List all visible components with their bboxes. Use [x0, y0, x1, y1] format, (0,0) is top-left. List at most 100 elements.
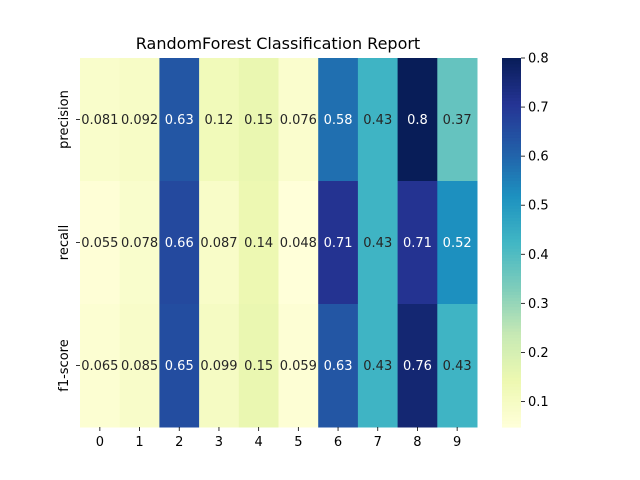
colorbar-tick-label: 0.8	[528, 52, 549, 67]
colorbar-segment	[502, 97, 521, 102]
cell-value-label: 0.15	[244, 113, 273, 128]
heatmap-cell-precision-1	[119, 58, 160, 182]
colorbar-segment	[502, 184, 521, 188]
colorbar-segment	[502, 58, 521, 62]
x-tick-label: 6	[334, 435, 342, 450]
cell-value-label: 0.087	[200, 236, 237, 251]
x-tick-label: 9	[453, 435, 461, 450]
colorbar-segment	[502, 91, 521, 96]
cell-value-label: 0.059	[280, 359, 317, 374]
colorbar-segment	[502, 260, 521, 265]
cell-value-label: 0.12	[204, 113, 233, 128]
colorbar-segment	[502, 414, 521, 419]
colorbar-segment	[502, 279, 521, 284]
cell-value-label: 0.055	[81, 236, 118, 251]
y-axis: precision recall f1-score	[57, 90, 80, 392]
heatmap-cell-precision-5	[278, 58, 319, 182]
x-tick-label: 1	[135, 435, 143, 450]
colorbar-tick-label: 0.6	[528, 150, 549, 165]
colorbar-segment	[502, 82, 521, 87]
colorbar-segment	[502, 134, 521, 139]
colorbar-segment	[502, 362, 521, 367]
colorbar-segment	[502, 387, 521, 391]
colorbar-segment	[502, 165, 521, 170]
colorbar-segment	[502, 70, 521, 74]
colorbar-segment	[502, 365, 521, 370]
colorbar-segment	[502, 420, 521, 425]
colorbar-segment	[502, 196, 521, 201]
heatmap-cell-f1-score-5	[278, 304, 319, 428]
cell-value-label: 0.099	[200, 359, 237, 374]
colorbar-segment	[502, 273, 521, 277]
x-tick-label: 5	[294, 435, 302, 450]
colorbar-segment	[502, 79, 521, 84]
colorbar-segment	[502, 408, 521, 413]
y-tick-label: recall	[57, 225, 72, 260]
cell-value-label: 0.43	[363, 359, 392, 374]
colorbar-segment	[502, 254, 521, 259]
y-tick-label: precision	[57, 90, 72, 149]
colorbar-segment	[502, 328, 521, 333]
heatmap-cell-f1-score-9	[437, 304, 478, 428]
heatmap-cell-f1-score-6	[318, 304, 359, 428]
heatmap-cell-recall-8	[397, 181, 438, 305]
colorbar-segment	[502, 230, 521, 234]
heatmap-cell-precision-3	[199, 58, 240, 182]
x-tick-label: 8	[413, 435, 421, 450]
colorbar-segment	[502, 304, 521, 308]
cell-value-label: 0.085	[121, 359, 158, 374]
colorbar-segment	[502, 239, 521, 244]
cell-value-label: 0.8	[407, 113, 428, 128]
cell-value-label: 0.58	[324, 113, 353, 128]
colorbar-segment	[502, 156, 521, 161]
colorbar-segment	[502, 380, 521, 385]
colorbar-segment	[502, 162, 521, 167]
colorbar-segment	[502, 285, 521, 290]
colorbar-segment	[502, 402, 521, 407]
cell-value-label: 0.43	[363, 236, 392, 251]
cell-value-label: 0.65	[165, 359, 194, 374]
colorbar-segment	[502, 122, 521, 127]
cell-value-label: 0.15	[244, 359, 273, 374]
heatmap-cell-precision-9	[437, 58, 478, 182]
colorbar-segment	[502, 331, 521, 336]
colorbar-segment	[502, 343, 521, 348]
colorbar-segment	[502, 64, 521, 68]
heatmap-cell-recall-3	[199, 181, 240, 305]
heatmap-cell-recall-5	[278, 181, 319, 305]
heatmap-cell-precision-0	[80, 58, 121, 182]
colorbar-segment	[502, 368, 521, 373]
colorbar-segment	[502, 187, 521, 191]
cell-value-label: 0.078	[121, 236, 158, 251]
heatmap-cell-f1-score-7	[357, 304, 399, 428]
colorbar-segment	[502, 423, 521, 428]
cell-value-label: 0.048	[280, 236, 317, 251]
colorbar-segment	[502, 319, 521, 324]
cell-value-label: 0.71	[403, 236, 432, 251]
colorbar-segment	[502, 233, 521, 237]
colorbar-segment	[502, 88, 521, 93]
heatmap-cell-f1-score-2	[159, 304, 200, 428]
cell-value-label: 0.43	[363, 113, 392, 128]
cell-value-label: 0.081	[81, 113, 118, 128]
colorbar-segment	[502, 211, 521, 216]
colorbar-tick-label: 0.2	[528, 346, 549, 361]
colorbar-segment	[502, 73, 521, 78]
colorbar-segment	[502, 85, 521, 90]
colorbar-segment	[502, 236, 521, 241]
heatmap-cell-recall-4	[238, 181, 279, 305]
cell-value-label: 0.43	[443, 359, 472, 374]
heatmap-cells	[80, 58, 478, 428]
colorbar-segment	[502, 297, 521, 302]
colorbar-segment	[502, 144, 521, 148]
colorbar-segment	[502, 340, 521, 345]
heatmap-cell-precision-4	[238, 58, 279, 182]
colorbar-segment	[502, 119, 521, 124]
heatmap-cell-f1-score-8	[397, 304, 438, 428]
colorbar-segment	[502, 374, 521, 379]
cell-value-label: 0.092	[121, 113, 158, 128]
colorbar-segment	[502, 417, 521, 422]
cell-value-label: 0.63	[165, 113, 194, 128]
colorbar-segment	[502, 208, 521, 213]
colorbar-segment	[502, 150, 521, 154]
